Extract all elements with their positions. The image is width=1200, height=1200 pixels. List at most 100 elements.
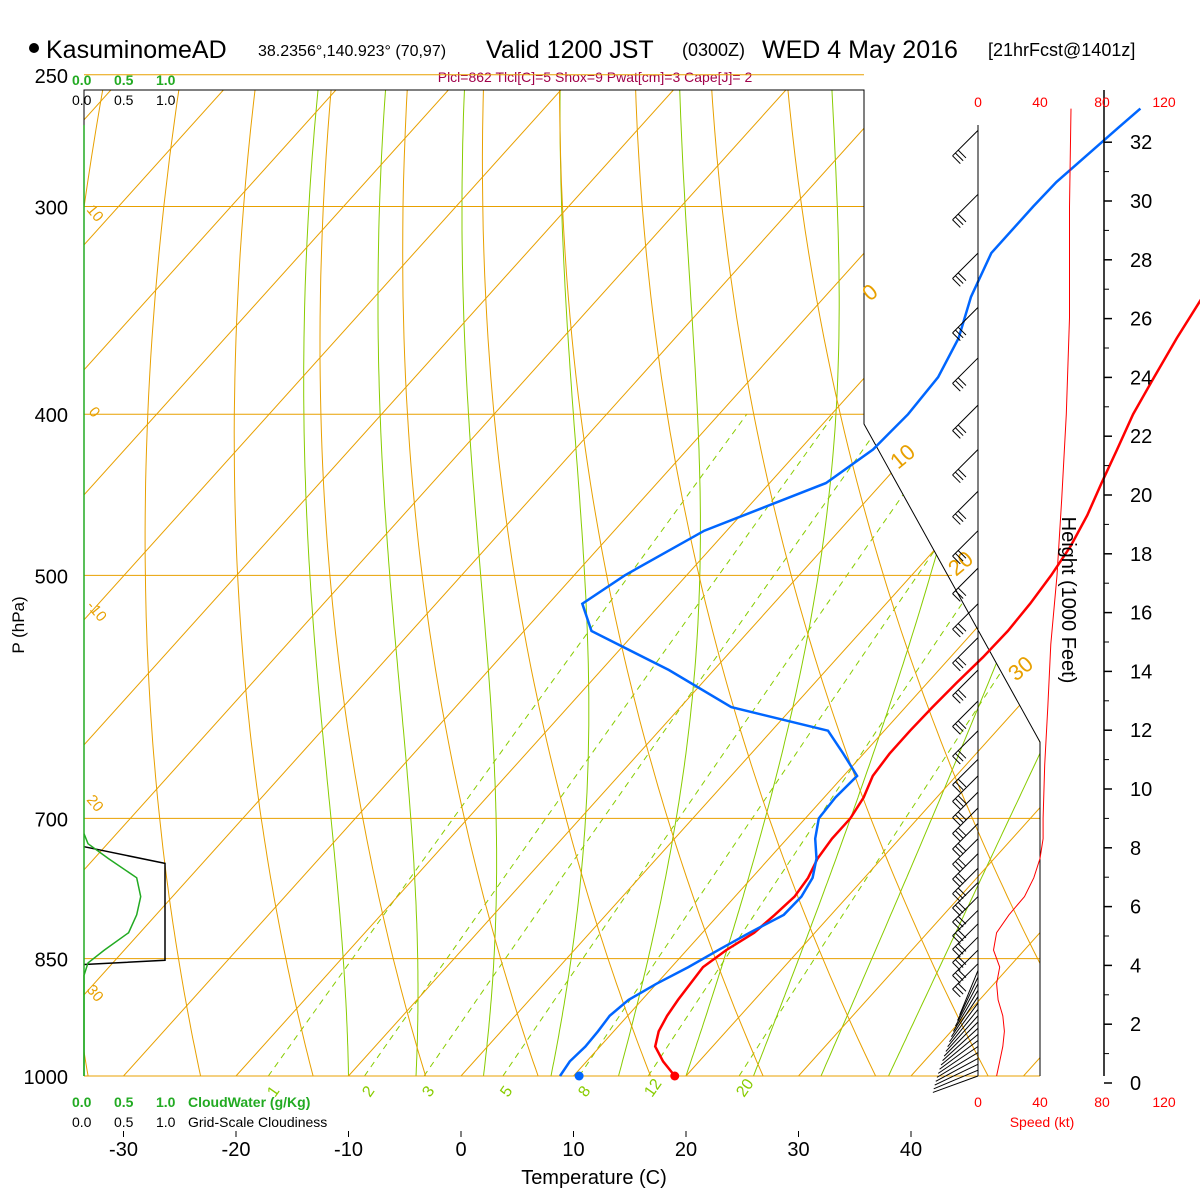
wind-barb-flag xyxy=(952,935,961,944)
wind-barb xyxy=(957,976,979,1021)
wind-barb-flag xyxy=(952,784,961,793)
wind-barb xyxy=(955,983,979,1027)
dry-adiabat-label: 0 xyxy=(85,404,103,421)
wind-barb-flag xyxy=(952,662,961,672)
wind-barb xyxy=(942,1027,979,1061)
mixing-ratio-label: 8 xyxy=(575,1083,594,1100)
svg-text:0.5: 0.5 xyxy=(114,92,134,108)
wind-barb-flag xyxy=(952,726,961,735)
wind-barb xyxy=(952,130,979,157)
temperature-tick-label: -20 xyxy=(222,1139,251,1161)
wind-barb-flag xyxy=(957,623,967,632)
cloudiness-scale-bottom: 0.0 0.5 1.0 Grid-Scale Cloudiness xyxy=(72,1114,327,1130)
wind-barb-flag xyxy=(957,795,967,804)
isotherm-label: 0 xyxy=(857,279,882,306)
wind-barb-flag xyxy=(955,972,964,981)
moist-adiabat-line xyxy=(888,90,1040,1076)
wind-barb-flag xyxy=(952,383,961,392)
wind-barb xyxy=(952,357,979,384)
dry-adiabat-line xyxy=(1158,45,1200,1111)
wind-barb-flag xyxy=(952,628,961,638)
wind-barb-flag xyxy=(955,590,964,599)
wind-barb xyxy=(933,1069,979,1090)
wind-barb-flag xyxy=(955,814,964,823)
wind-barb-flag xyxy=(952,695,961,704)
sounding-indices: Plcl=862 Tlcl[C]=5 Shox=9 Pwat[cm]=3 Cap… xyxy=(438,69,753,85)
wind-barb xyxy=(952,791,979,818)
wind-barb xyxy=(952,603,979,630)
mixing-ratio-lines xyxy=(267,413,1040,1076)
forecast-info: [21hrFcst@1401z] xyxy=(988,40,1135,60)
wind-barb-flag xyxy=(955,753,964,762)
wind-barb xyxy=(940,1033,979,1066)
height-tick-label: 16 xyxy=(1130,603,1152,625)
isotherm-line xyxy=(84,90,350,1076)
wind-barb-flag xyxy=(952,219,961,228)
wind-barb xyxy=(937,1046,979,1074)
mixing-ratio-line xyxy=(267,413,748,1076)
wind-barb xyxy=(952,567,979,594)
wind-barb-flag xyxy=(955,904,964,914)
wind-barb-flag xyxy=(955,216,964,226)
height-axis-label: Height (1000 Feet) xyxy=(1057,517,1079,684)
svg-text:0.0: 0.0 xyxy=(72,1094,92,1110)
wind-barb-flag xyxy=(952,516,961,525)
wind-barb-flag xyxy=(957,901,967,911)
wind-barb xyxy=(939,1040,979,1070)
svg-text:40: 40 xyxy=(1032,94,1048,110)
wind-barb-flag xyxy=(957,468,967,478)
height-tick-label: 18 xyxy=(1130,544,1152,566)
isotherm-line xyxy=(685,90,1040,1076)
pressure-tick-label: 700 xyxy=(35,809,68,831)
dewpoint-line xyxy=(558,107,1142,1077)
wind-barb-flag xyxy=(952,755,961,765)
wind-barb-flag xyxy=(952,975,961,984)
dry-adiabat-line xyxy=(144,90,209,1076)
temperature-line xyxy=(653,298,1200,1077)
dry-adiabat-label: -10 xyxy=(83,598,110,626)
height-tick-label: 4 xyxy=(1130,955,1141,977)
wind-barb xyxy=(949,1002,979,1043)
wind-barb-flag xyxy=(955,932,964,942)
moist-adiabat-line xyxy=(685,90,840,1076)
svg-text:0.0: 0.0 xyxy=(72,92,92,108)
dry-adiabat-line xyxy=(0,45,36,1111)
moist-adiabat-line xyxy=(461,90,498,1076)
station-coords: 38.2356°,140.923° (70,97) xyxy=(258,43,446,60)
pressure-tick-label: 400 xyxy=(35,405,68,427)
wind-barb-flag xyxy=(952,555,961,565)
dry-adiabat-line xyxy=(634,90,894,1076)
cloudiness-profile xyxy=(83,845,166,966)
temperature-tick-label: 40 xyxy=(900,1139,922,1161)
wind-barb-flag xyxy=(957,272,967,281)
wind-barb-flag xyxy=(955,152,964,162)
moist-adiabat-line xyxy=(303,90,349,1076)
height-tick-label: 12 xyxy=(1130,720,1152,742)
dry-adiabat-line xyxy=(402,90,552,1076)
wind-barb-flag xyxy=(952,907,961,917)
plot-border xyxy=(83,89,1041,1076)
wind-barb-flag xyxy=(952,155,961,164)
wind-barb xyxy=(952,775,979,802)
wind-barb xyxy=(945,1015,979,1052)
wind-barb-flag xyxy=(957,858,967,867)
svg-text:Speed (kt): Speed (kt) xyxy=(1010,1114,1075,1130)
wind-barb xyxy=(952,669,979,696)
isotherm-label: 30 xyxy=(1003,651,1038,686)
svg-text:CloudWater (g/Kg): CloudWater (g/Kg) xyxy=(188,1094,310,1110)
svg-text:1.0: 1.0 xyxy=(156,1114,176,1130)
wind-barb-flag xyxy=(957,983,967,992)
wind-barb xyxy=(952,936,979,963)
wind-barb xyxy=(932,1075,979,1093)
wind-barb xyxy=(952,530,979,557)
wind-barb-flag xyxy=(955,723,964,732)
wind-barb-flag xyxy=(957,915,967,925)
temperature-tick-label: 0 xyxy=(455,1139,466,1161)
temperature-tick-label: 30 xyxy=(787,1139,809,1161)
height-tick-label: 26 xyxy=(1130,309,1152,331)
wind-barb-flag xyxy=(952,962,961,971)
wind-barb xyxy=(952,490,979,518)
height-tick-label: 28 xyxy=(1130,250,1152,272)
isobars xyxy=(84,74,1040,1077)
